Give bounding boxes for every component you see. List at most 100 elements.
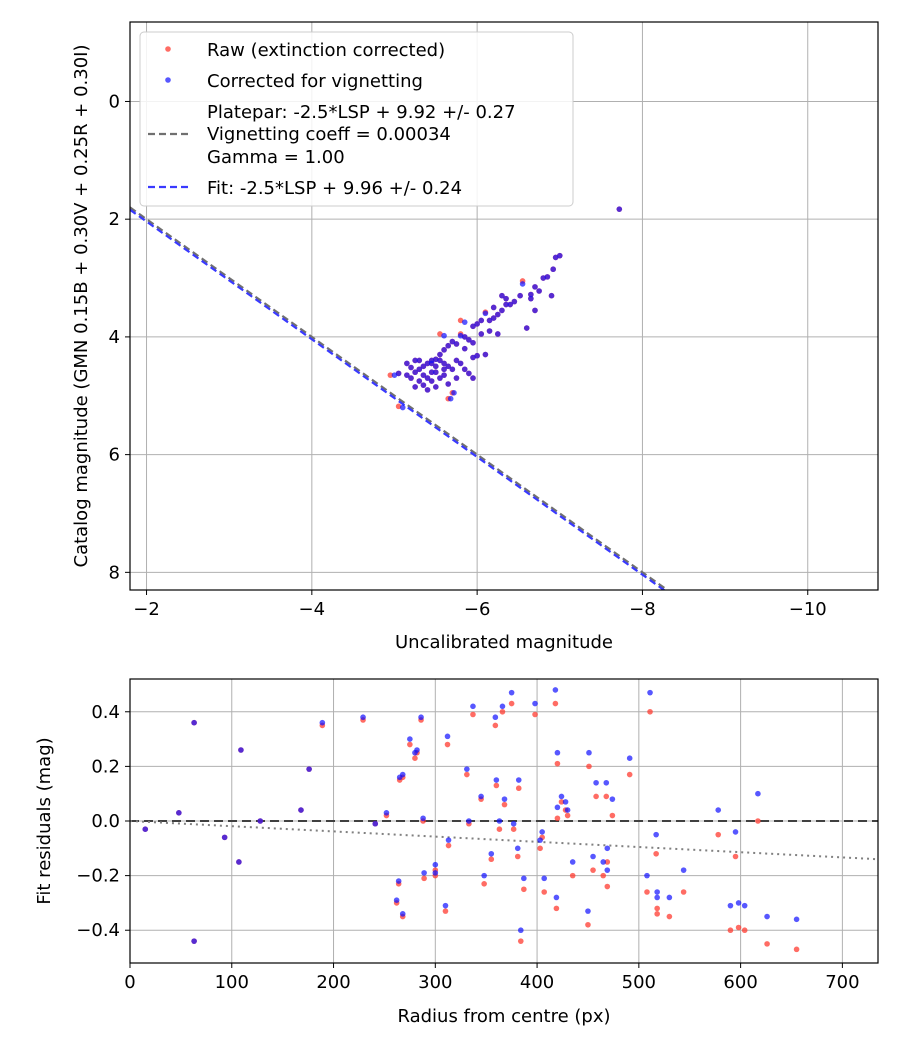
- bottom-corrected-point: [715, 807, 722, 813]
- bottom-corrected-point: [793, 916, 800, 923]
- bottom-corrected-point: [142, 826, 149, 832]
- top-corrected-point: [470, 323, 476, 330]
- bottom-raw-point: [421, 875, 427, 882]
- bottom-corrected-point: [755, 790, 761, 797]
- bottom-corrected-point: [238, 747, 244, 753]
- bottom-corrected-point: [383, 810, 390, 816]
- bottom-corrected-point: [600, 859, 607, 865]
- bottom-raw-point: [553, 905, 560, 912]
- bottom-raw-point: [558, 799, 565, 805]
- top-corrected-point: [451, 390, 457, 396]
- bottom-raw-point: [732, 853, 739, 860]
- bottom-corrected-point: [735, 900, 742, 906]
- legend-raw-marker: [165, 46, 171, 52]
- top-axes-frame: [129, 21, 879, 591]
- bottom-corrected-point: [569, 859, 576, 865]
- bottom-raw-point: [514, 853, 521, 860]
- bottom-corrected-point: [421, 870, 427, 876]
- bottom-raw-point: [735, 924, 742, 931]
- legend-corrected-label: Corrected for vignetting: [207, 71, 423, 92]
- top-corrected-point: [416, 378, 423, 384]
- bottom-x-axis-label: Radius from centre (px): [397, 1006, 610, 1027]
- legend-gamma-label: Gamma = 1.00: [207, 147, 345, 168]
- bottom-corrected-point: [399, 771, 406, 778]
- top-corrected-point: [482, 310, 489, 317]
- top-corrected-point: [490, 304, 497, 311]
- top-corrected-point: [437, 351, 443, 358]
- top-corrected-point: [503, 295, 509, 302]
- bottom-corrected-point: [466, 818, 472, 824]
- bottom-corrected-point: [626, 755, 633, 761]
- bottom-raw-point: [585, 921, 591, 928]
- bottom-y-axis-label: Fit residuals (mag): [34, 737, 55, 904]
- bottom-corrected-point: [221, 834, 228, 841]
- bottom-corrected-point: [562, 799, 569, 805]
- bottom-corrected-point: [481, 872, 487, 879]
- top-corrected-point: [420, 363, 427, 370]
- bottom-raw-point: [541, 889, 547, 895]
- bottom-corrected-point: [590, 853, 596, 860]
- legend-box: [139, 31, 574, 207]
- top-corrected-point: [528, 291, 534, 298]
- bottom-raw-point: [492, 722, 499, 729]
- top-ticks: −2 −4 −6 −8 −10 0 2 4 6 8: [109, 91, 827, 620]
- bottom-corrected-point: [176, 810, 182, 816]
- top-corrected-point: [445, 381, 452, 387]
- top-corrected-point: [461, 345, 468, 352]
- bottom-corrected-point: [442, 902, 449, 909]
- bottom-corrected-point: [553, 894, 560, 901]
- bottom-raw-point: [666, 913, 673, 920]
- bottom-raw-point: [755, 818, 761, 824]
- bottom-raw-point: [593, 793, 599, 800]
- bottom-raw-point: [412, 755, 418, 761]
- bottom-raw-point: [464, 771, 470, 778]
- top-corrected-point: [404, 372, 410, 378]
- top-corrected-point: [503, 301, 509, 308]
- bottom-corrected-point: [558, 793, 565, 800]
- bottom-raw-point: [600, 872, 607, 879]
- top-x-tick-label: −6: [464, 599, 491, 620]
- bottom-corrected-point: [604, 845, 611, 852]
- top-corrected-point: [507, 301, 513, 308]
- top-x-axis-label: Uncalibrated magnitude: [395, 632, 613, 653]
- bottom-raw-point: [517, 938, 524, 944]
- top-corrected-point: [437, 357, 443, 364]
- top-corrected-point: [412, 369, 418, 376]
- bottom-corrected-point: [514, 845, 521, 852]
- top-corrected-point: [519, 281, 526, 287]
- bottom-corrected-point: [654, 889, 660, 895]
- top-corrected-point: [540, 275, 547, 281]
- top-corrected-point: [441, 332, 447, 339]
- bottom-raw-point: [764, 941, 770, 947]
- bottom-raw-point: [445, 842, 452, 849]
- bottom-x-tick-label: 400: [520, 972, 554, 993]
- top-x-tick-label: −8: [629, 599, 656, 620]
- bottom-raw-point: [564, 812, 571, 819]
- bottom-corrected-point: [666, 894, 673, 901]
- bottom-corrected-point: [653, 831, 659, 838]
- bottom-corrected-point: [515, 777, 522, 783]
- top-y-axis-label: Catalog magnitude (GMN 0.15B + 0.30V + 0…: [71, 44, 92, 567]
- top-corrected-point: [408, 375, 414, 381]
- top-corrected-point: [486, 328, 493, 334]
- bottom-x-tick-label: 600: [723, 972, 757, 993]
- bottom-raw-point: [499, 708, 506, 715]
- top-corrected-point: [552, 254, 559, 261]
- bottom-corrected-point: [564, 807, 571, 813]
- bottom-raw-point: [537, 845, 543, 852]
- bottom-raw-point: [554, 760, 561, 767]
- bottom-corrected-point: [414, 747, 420, 753]
- bottom-raw-point: [493, 782, 500, 789]
- top-corrected-point: [550, 266, 556, 273]
- bottom-corrected-point: [517, 927, 524, 934]
- bottom-corrected-point: [554, 749, 561, 756]
- bottom-corrected-point: [418, 714, 424, 721]
- bottom-corrected-point: [508, 689, 515, 696]
- top-y-tick-label: 0: [109, 91, 120, 112]
- top-corrected-point: [412, 384, 418, 390]
- bottom-raw-point: [644, 889, 650, 895]
- top-corrected-point: [424, 387, 431, 393]
- top-corrected-point: [399, 404, 406, 411]
- top-corrected-point: [441, 366, 447, 373]
